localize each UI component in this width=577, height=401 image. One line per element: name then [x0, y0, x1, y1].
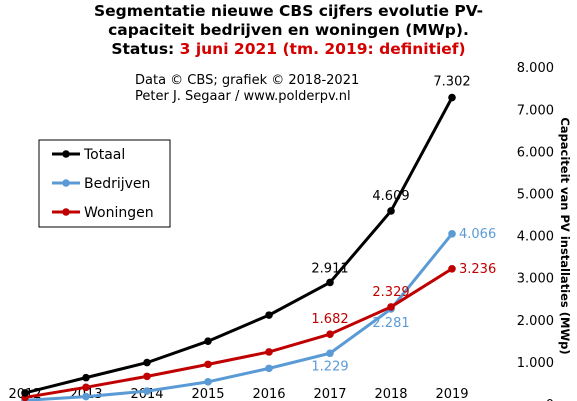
- series-line-bedrijven: [23, 232, 454, 401]
- point-totaal-2019: [448, 93, 456, 102]
- point-woningen-2014: [143, 372, 151, 381]
- y-tick-label-2: 2.000: [517, 314, 554, 329]
- y-tick-label-8: 8.000: [517, 61, 554, 76]
- legend-marker-woningen: [62, 208, 70, 216]
- point-totaal-2017: [326, 278, 334, 287]
- y-tick-label-0: 0: [546, 398, 554, 401]
- title-line-1: Segmentatie nieuwe CBS cijfers evolutie …: [93, 2, 484, 20]
- point-totaal-2016: [265, 311, 273, 319]
- point-woningen-2018: [387, 303, 395, 311]
- data-label-totaal-2019: 7.302: [433, 75, 470, 90]
- point-woningen-2019: [448, 264, 456, 273]
- x-tick-label-2019: 2019: [435, 387, 468, 401]
- legend-label-totaal: Totaal: [83, 147, 125, 163]
- chart-title: Segmentatie nieuwe CBS cijfers evolutie …: [0, 2, 577, 59]
- point-woningen-2015: [204, 360, 212, 369]
- data-label-totaal-2018: 4.609: [372, 189, 409, 204]
- point-totaal-2013: [82, 373, 90, 382]
- point-bedrijven-2015: [204, 378, 212, 386]
- x-tick-label-2017: 2017: [313, 387, 346, 401]
- status-value: 3 juni 2021 (tm. 2019: definitief): [179, 40, 466, 58]
- legend-marker-totaal: [62, 150, 70, 158]
- data-label-woningen-2018: 2.329: [372, 285, 409, 300]
- y-tick-label-1: 1.000: [517, 356, 554, 371]
- point-bedrijven-2013: [82, 392, 90, 401]
- series-group: [21, 93, 456, 401]
- series-line-woningen: [23, 267, 454, 399]
- legend-label-woningen: Woningen: [84, 205, 154, 221]
- data-label-totaal-2017: 2.911: [311, 261, 348, 276]
- y-tick-label-4: 4.000: [517, 230, 554, 245]
- point-bedrijven-2014: [143, 387, 151, 395]
- point-bedrijven-2019: [448, 230, 456, 238]
- point-totaal-2012: [21, 389, 29, 397]
- y-tick-label-5: 5.000: [517, 188, 554, 203]
- data-label-bedrijven-2018: 2.281: [372, 316, 409, 331]
- data-label-woningen-2017: 1.682: [311, 312, 348, 327]
- status-label: Status:: [111, 40, 180, 58]
- y-tick-label-3: 3.000: [517, 272, 554, 287]
- y-axis-ticks: 0 1.000 2.000 3.000 4.000 5.000 6.000 7.000 8.00…: [517, 61, 554, 401]
- series-line-totaal: [23, 96, 454, 395]
- data-label-woningen-2019: 3.236: [459, 262, 496, 277]
- status-line: Status: 3 juni 2021 (tm. 2019: definitie…: [0, 40, 577, 59]
- y-tick-label-7: 7.000: [517, 103, 554, 118]
- point-totaal-2014: [143, 358, 151, 367]
- y-tick-label-6: 6.000: [517, 145, 554, 160]
- y-axis-label: Capaciteit van PV installaties (MWp): [558, 117, 572, 354]
- point-totaal-2018: [387, 207, 395, 215]
- data-label-bedrijven-2019: 4.066: [459, 227, 496, 242]
- title-line-2: capaciteit bedrijven en woningen (MWp).: [108, 21, 469, 39]
- point-bedrijven-2016: [265, 364, 273, 373]
- data-label-bedrijven-2017: 1.229: [311, 359, 348, 374]
- point-totaal-2015: [204, 337, 212, 346]
- legend-label-bedrijven: Bedrijven: [84, 176, 150, 192]
- point-woningen-2013: [82, 383, 90, 392]
- legend: Totaal Bedrijven Woningen: [38, 139, 171, 228]
- credit-line-2: Peter J. Segaar / www.polderpv.nl: [135, 89, 351, 104]
- credit-line-1: Data © CBS; grafiek © 2018-2021: [135, 73, 359, 88]
- point-woningen-2016: [265, 348, 273, 356]
- point-bedrijven-2017: [326, 349, 334, 358]
- legend-marker-bedrijven: [62, 179, 70, 187]
- point-woningen-2017: [326, 330, 334, 338]
- x-tick-label-2018: 2018: [374, 387, 407, 401]
- x-tick-label-2015: 2015: [191, 387, 224, 401]
- data-labels: 2.911 4.609 7.302 1.229 2.281 4.066 1.682 2.329…: [311, 75, 496, 375]
- x-tick-label-2016: 2016: [252, 387, 285, 401]
